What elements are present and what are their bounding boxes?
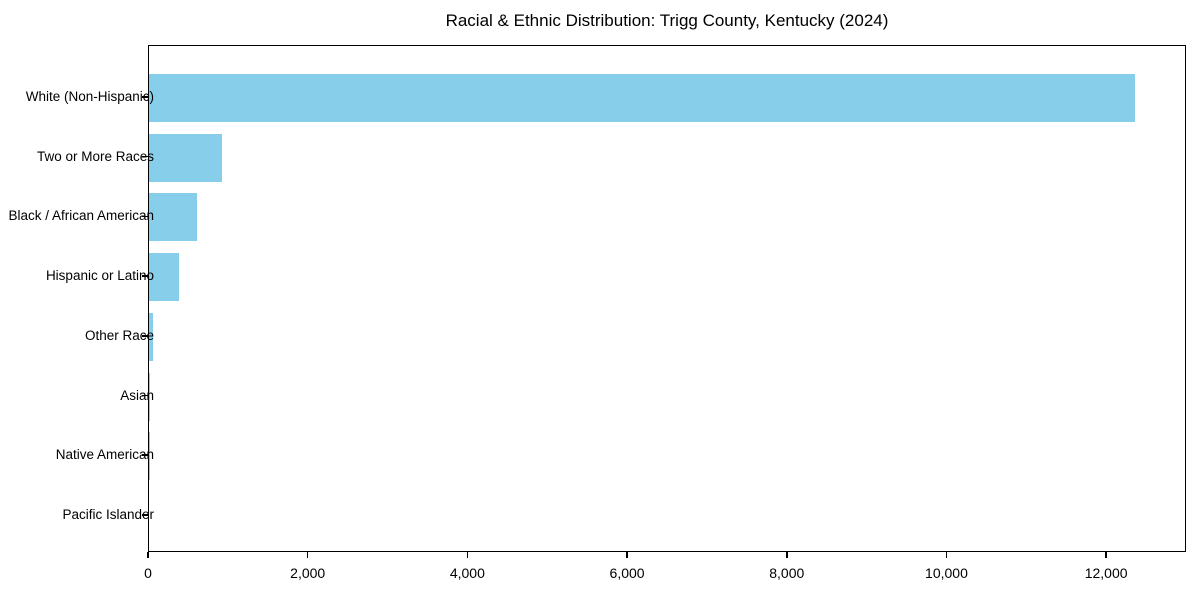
x-tick: [786, 552, 788, 558]
y-axis-label: Other Race: [84, 327, 154, 343]
x-tick-label: 2,000: [290, 565, 326, 581]
x-tick-label: 4,000: [449, 565, 485, 581]
bar: [149, 193, 197, 242]
x-tick-label: 8,000: [769, 565, 805, 581]
y-tick: [142, 215, 148, 218]
x-tick-label: 6,000: [609, 565, 645, 581]
x-tick: [945, 552, 948, 558]
y-axis-label: Hispanic or Latino: [45, 268, 154, 284]
y-tick: [142, 454, 148, 456]
y-tick: [142, 96, 148, 98]
x-tick-label: 10,000: [925, 565, 968, 581]
y-axis-label: White (Non-Hispanic): [25, 89, 154, 104]
bar: [149, 74, 1136, 122]
x-tick: [626, 552, 628, 558]
plot-area: [148, 45, 1186, 552]
bar: [149, 372, 151, 421]
bar: [149, 133, 223, 182]
y-axis-label: Native American: [55, 447, 154, 463]
bar: [149, 253, 180, 302]
x-tick-label: 0: [144, 565, 152, 581]
y-tick: [142, 335, 148, 337]
x-tick-label: 12,000: [1084, 565, 1128, 581]
y-axis-label: Pacific Islander: [62, 506, 154, 522]
y-axis-label: Asian: [120, 387, 154, 403]
y-axis-label: Black / African American: [8, 208, 154, 224]
y-tick: [142, 275, 148, 277]
chart-title: Racial & Ethnic Distribution: Trigg Coun…: [445, 11, 889, 30]
x-tick: [466, 552, 469, 558]
y-tick: [142, 514, 148, 516]
x-tick: [147, 552, 149, 558]
x-tick: [306, 552, 309, 558]
y-axis-label: Two or More Races: [36, 148, 154, 164]
x-tick: [1105, 552, 1107, 558]
y-tick: [142, 394, 148, 397]
y-tick: [142, 155, 148, 158]
bar: [149, 312, 153, 361]
